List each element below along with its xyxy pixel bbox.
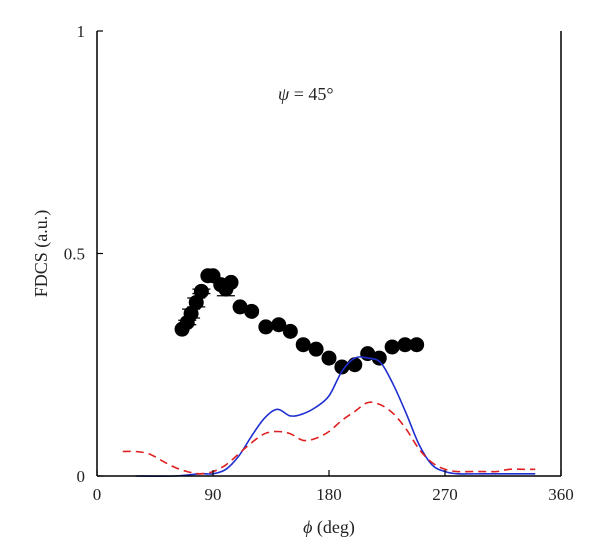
- y-axis-label: FDCS (a.u.): [31, 210, 52, 298]
- data-point-21: [371, 350, 387, 366]
- x-axis-label-unit: (deg): [312, 517, 354, 538]
- labels-layer: 0 90 180 270 360 0 0.5 1 ϕ (deg) FDCS (a.u.) ψ = 4…: [31, 22, 574, 538]
- data-point-12: [258, 319, 274, 335]
- series-layer: [122, 268, 536, 477]
- data-point-16: [308, 341, 324, 357]
- data-point-13: [271, 317, 287, 333]
- data-point-3: [188, 294, 204, 310]
- x-tick-label-3: 270: [432, 485, 458, 504]
- data-point-15: [295, 337, 311, 353]
- data-point-18: [334, 359, 350, 375]
- x-tick-label-0: 0: [93, 485, 102, 504]
- x-axis-label: ϕ (deg): [303, 517, 355, 538]
- data-point-23: [397, 337, 413, 353]
- annotation-value: = 45°: [289, 84, 333, 104]
- data-point-4: [193, 283, 209, 299]
- data-point-9: [223, 274, 239, 290]
- dashed-curve: [122, 401, 536, 475]
- data-point-10: [232, 299, 248, 315]
- x-axis-label-symbol: ϕ: [303, 517, 312, 537]
- x-tick-label-1: 90: [205, 485, 222, 504]
- data-points: [174, 268, 425, 375]
- data-point-2: [183, 306, 199, 322]
- data-point-14: [282, 323, 298, 339]
- y-tick-label-0: 0: [77, 467, 86, 486]
- data-point-24: [409, 337, 425, 353]
- data-point-17: [321, 350, 337, 366]
- axes-layer: [96, 30, 562, 477]
- y-tick-label-1: 0.5: [64, 245, 85, 264]
- data-point-19: [347, 357, 363, 373]
- y-tick-label-2: 1: [77, 22, 86, 41]
- x-tick-label-4: 360: [548, 485, 574, 504]
- solid-curve: [135, 356, 536, 477]
- annotation-psi: ψ = 45°: [278, 84, 334, 104]
- data-point-11: [244, 303, 260, 319]
- annotation-symbol: ψ: [278, 84, 290, 104]
- data-point-22: [384, 339, 400, 355]
- x-tick-label-2: 180: [316, 485, 342, 504]
